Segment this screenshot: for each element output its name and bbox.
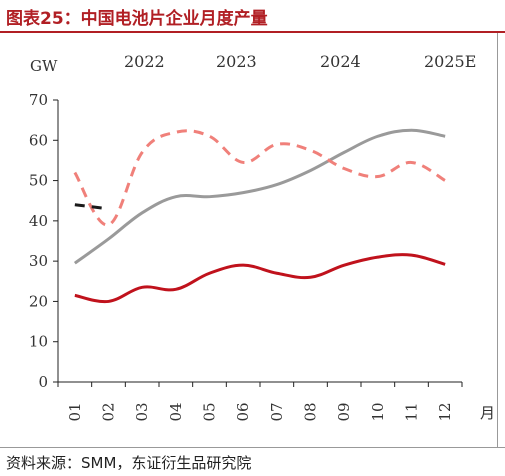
x-tick-label: 09 xyxy=(335,402,353,421)
source-rule xyxy=(0,447,505,448)
x-tick-label: 01 xyxy=(66,402,84,421)
figure-title: 图表25：中国电池片企业月度产量 xyxy=(6,9,268,29)
series-line-2024 xyxy=(73,129,446,227)
frame-right-rule xyxy=(497,33,498,447)
legend-label-2025e: 2025E xyxy=(424,52,477,71)
y-tick-label: 60 xyxy=(29,131,48,149)
y-tick-label: 0 xyxy=(38,373,48,391)
x-tick-label: 07 xyxy=(268,402,286,421)
x-tick-label: 11 xyxy=(403,402,421,421)
legend-item-2024: 2024 xyxy=(256,50,366,72)
series-line-2025e xyxy=(74,203,109,211)
x-tick-label: 06 xyxy=(234,402,252,421)
chart-axes: 0 10 20 30 40 50 60 70 01 02 03 04 05 06 07 08 09 10 11 12 xyxy=(29,91,463,422)
y-tick-label: 40 xyxy=(29,212,48,230)
y-tick-label: 30 xyxy=(29,252,48,270)
y-tick-label: 50 xyxy=(29,172,48,190)
x-tick-label: 03 xyxy=(133,402,151,421)
series-line-2022 xyxy=(74,253,446,304)
series-line-2023 xyxy=(73,128,446,265)
chart-legend: 2022 2023 2024 2025E xyxy=(60,50,500,72)
x-tick-label: 05 xyxy=(201,402,219,421)
x-tick-label: 10 xyxy=(369,402,387,421)
legend-label-2023: 2023 xyxy=(216,52,257,71)
x-tick-label: 08 xyxy=(302,402,320,421)
line-chart: GW 月 0 10 20 30 40 50 60 70 01 02 03 04 05 06 07 08 09 10… xyxy=(29,57,495,422)
source-note: 资料来源：SMM，东证衍生品研究院 xyxy=(6,454,252,472)
legend-label-2024: 2024 xyxy=(320,52,361,71)
chart-series xyxy=(73,128,446,304)
y-axis-label: GW xyxy=(30,57,58,75)
y-tick-label: 10 xyxy=(29,333,48,351)
x-tick-label: 02 xyxy=(100,402,118,421)
figure-header: 图表25：中国电池片企业月度产量 xyxy=(0,0,505,33)
y-tick-label: 70 xyxy=(29,91,48,109)
legend-item-2022: 2022 xyxy=(60,50,170,72)
x-tick-label: 04 xyxy=(167,402,185,421)
legend-item-2025e: 2025E xyxy=(360,50,490,72)
x-axis-label: 月 xyxy=(480,404,495,422)
legend-label-2022: 2022 xyxy=(124,52,165,71)
y-tick-label: 20 xyxy=(29,292,48,310)
x-tick-label: 12 xyxy=(436,402,454,421)
legend-item-2023: 2023 xyxy=(152,50,262,72)
title-rule xyxy=(0,31,505,33)
